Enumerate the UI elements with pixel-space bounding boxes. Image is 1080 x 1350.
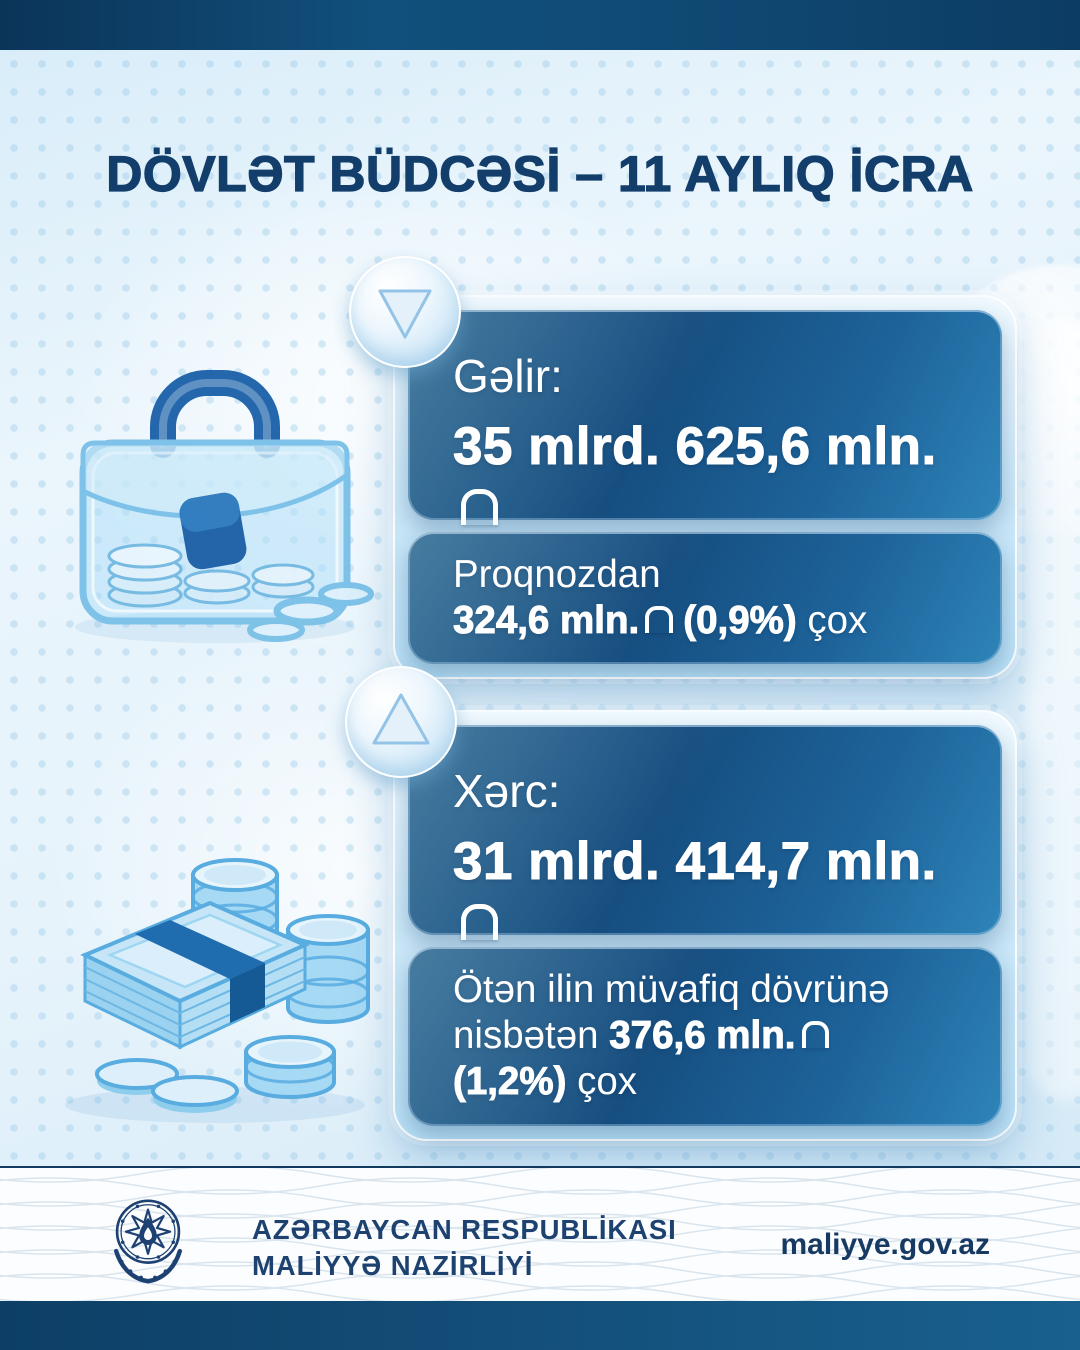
footer-divider bbox=[0, 1166, 1080, 1168]
up-triangle-icon bbox=[372, 693, 430, 745]
page-title: DÖVLƏT BÜDCƏSİ – 11 AYLIQ İCRA bbox=[106, 145, 974, 202]
manat-sign-icon bbox=[645, 606, 673, 634]
income-note-line: 324,6 mln. (0,9%) çox bbox=[452, 599, 868, 643]
expense-note-line: nisbətən 376,6 mln. bbox=[453, 1013, 957, 1059]
income-note-line: Proqnozdan bbox=[453, 553, 661, 596]
banknotes-coins-illustration bbox=[65, 858, 370, 1123]
income-label: Gəlir: bbox=[453, 350, 563, 402]
top-band-decoration bbox=[0, 0, 1080, 50]
down-triangle-icon bbox=[378, 289, 432, 339]
organization-name-line2: MALİYYƏ NAZİRLİYİ bbox=[252, 1249, 534, 1281]
income-card: Gəlir: 35 mlrd. 625,6 mln. bbox=[408, 310, 1002, 526]
manat-sign-icon bbox=[801, 1021, 829, 1049]
expense-amount: 31 mlrd. 414,7 mln. bbox=[453, 831, 957, 953]
organization-name-line1: AZƏRBAYCAN RESPUBLİKASI bbox=[252, 1214, 677, 1245]
decrease-badge bbox=[349, 256, 461, 368]
footer: AZƏRBAYCAN RESPUBLİKASI MALİYYƏ NAZİRLİY… bbox=[0, 1168, 1080, 1301]
website-url: maliyye.gov.az bbox=[780, 1228, 990, 1261]
income-note-card: Proqnozdan 324,6 mln. (0,9%) çox bbox=[408, 532, 1002, 665]
wavy-lines-decoration bbox=[0, 1168, 1080, 1301]
expense-note-line: Ötən ilin müvafiq dövrünə bbox=[453, 968, 890, 1011]
expense-card: Xərc: 31 mlrd. 414,7 mln. bbox=[408, 725, 1002, 941]
manat-sign-icon bbox=[461, 903, 498, 941]
expense-label: Xərc: bbox=[453, 765, 561, 817]
briefcase-coins-illustration bbox=[75, 370, 374, 643]
income-amount: 35 mlrd. 625,6 mln. bbox=[453, 416, 957, 538]
expense-note-card: Ötən ilin müvafiq dövrünə nisbətən 376,6… bbox=[408, 947, 1002, 1126]
increase-badge bbox=[345, 666, 457, 778]
ministry-emblem-logo bbox=[113, 1199, 183, 1284]
bottom-band-decoration bbox=[0, 1301, 1080, 1350]
main-area: DÖVLƏT BÜDCƏSİ – 11 AYLIQ İCRA bbox=[0, 50, 1080, 1168]
expense-section: Xərc: 31 mlrd. 414,7 mln. Ötən ilin müva… bbox=[345, 666, 1017, 1141]
expense-note-line: (1,2%) çox bbox=[452, 1060, 638, 1104]
manat-sign-icon bbox=[461, 488, 498, 526]
income-section: Gəlir: 35 mlrd. 625,6 mln. Proqnozdan 32… bbox=[349, 256, 1017, 680]
organization-name: AZƏRBAYCAN RESPUBLİKASI MALİYYƏ NAZİRLİY… bbox=[252, 1212, 677, 1284]
